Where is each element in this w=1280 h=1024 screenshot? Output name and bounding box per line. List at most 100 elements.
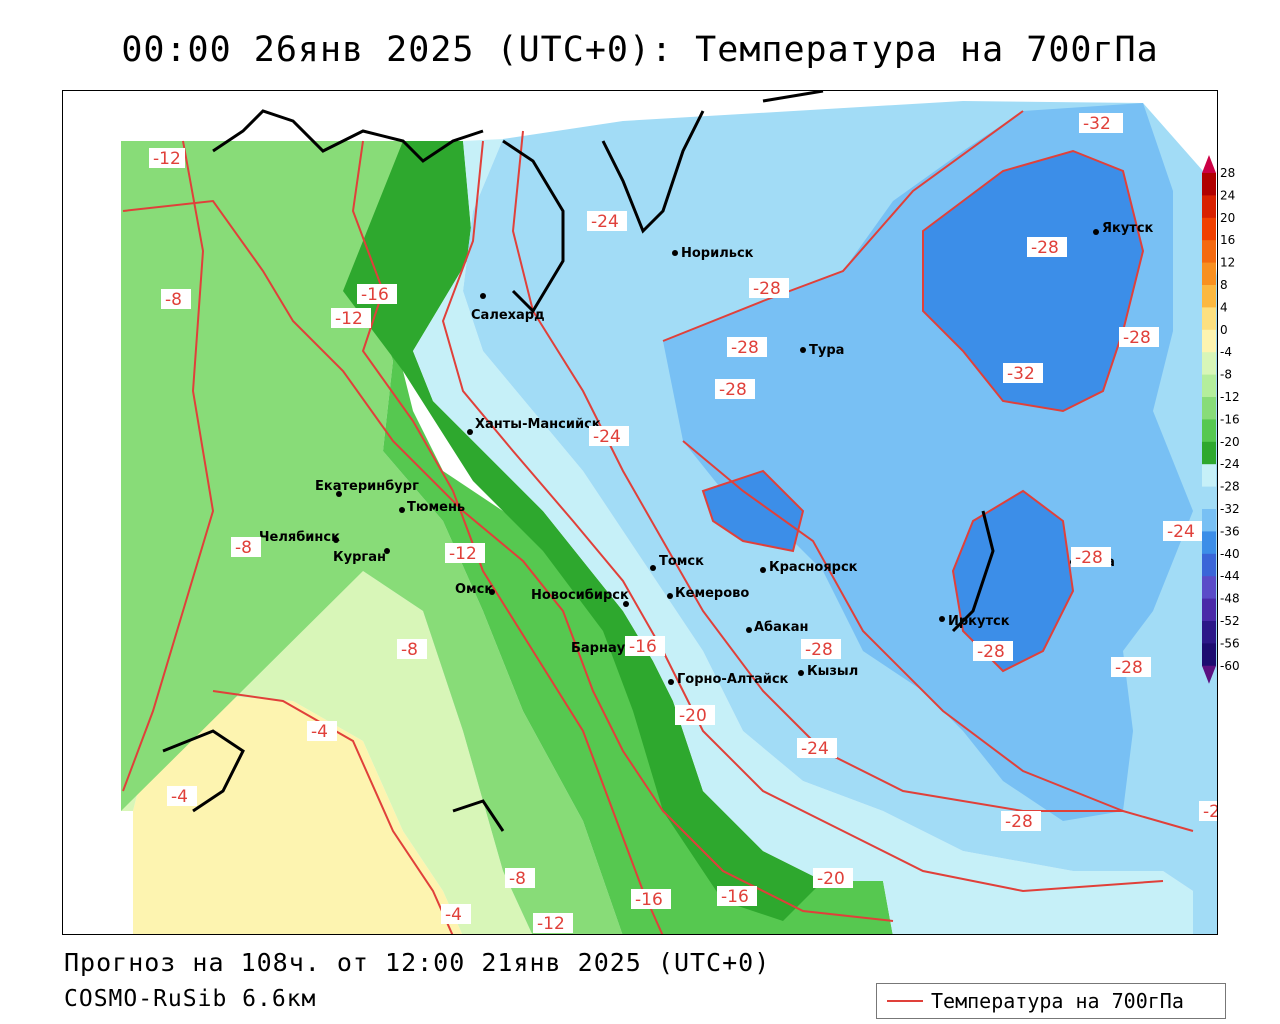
- city-khanty-mansiysk: Ханты-Мансийск: [467, 417, 601, 435]
- colorbar-cell: [1202, 643, 1216, 667]
- colorbar-cell: [1202, 598, 1216, 622]
- isoline-label: -4: [171, 787, 188, 807]
- colorbar-tick-label: -28: [1220, 480, 1240, 494]
- zone-minus-4: [133, 696, 463, 934]
- colorbar-cell: [1202, 509, 1216, 532]
- city-label-yakutsk: Якутск: [1102, 221, 1154, 236]
- city-gorno-altaysk: Горно-Алтайск: [668, 672, 789, 687]
- colorbar-cell: [1202, 240, 1216, 264]
- isoline-label: -4: [311, 722, 328, 742]
- isoline-label: -8: [401, 640, 418, 660]
- colorbar-cell: [1202, 553, 1216, 577]
- zone-minus-20: [343, 141, 823, 921]
- isoline-label: -16: [629, 637, 657, 657]
- city-salekhard: Салехард: [471, 293, 545, 323]
- city-omsk: Омск: [455, 582, 495, 597]
- colorbar-tick-label: -4: [1220, 345, 1232, 359]
- isoline-label: -28: [731, 338, 759, 358]
- city-label-tyumen: Тюмень: [407, 500, 465, 515]
- city-label-irkutsk: Иркутск: [948, 614, 1010, 629]
- isoline-label: -12: [537, 914, 565, 934]
- isoline-label: -28: [753, 279, 781, 299]
- isoline-label: -24: [593, 427, 621, 447]
- isoline-label: -28: [1005, 812, 1033, 832]
- city-irkutsk: Иркутск: [939, 614, 1010, 629]
- colorbar-cell: [1202, 285, 1216, 308]
- city-label-yekaterinburg: Екатеринбург: [315, 479, 419, 494]
- colorbar-tick-label: -16: [1220, 412, 1240, 426]
- colorbar-cell: [1202, 352, 1216, 376]
- isoline-label: -16: [361, 285, 389, 305]
- city-novosibirsk: Новосибирск: [531, 588, 629, 607]
- isoline-label: -28: [805, 640, 833, 660]
- city-label-tomsk: Томск: [659, 554, 704, 569]
- colorbar-cell: [1202, 374, 1216, 398]
- city-yekaterinburg: Екатеринбург: [315, 479, 419, 497]
- city-label-gorno-altaysk: Горно-Алтайск: [677, 672, 789, 687]
- isoline-label: -24: [591, 212, 619, 232]
- city-tomsk: Томск: [650, 554, 704, 571]
- colorbar-cell: [1202, 531, 1216, 555]
- isoline-label: -12: [153, 149, 181, 169]
- colorbar-tick-label: 8: [1220, 278, 1228, 292]
- colorbar-tick-label: -40: [1220, 547, 1240, 561]
- city-kurgan: Курган: [333, 548, 390, 565]
- isoline-label: -12: [449, 544, 477, 564]
- colorbar-tick-label: 0: [1220, 323, 1228, 337]
- isoline-label: -28: [1123, 328, 1151, 348]
- isoline-label: -32: [1083, 114, 1111, 134]
- colorbar-tick-label: -24: [1220, 457, 1240, 471]
- map-title: 00:00 26янв 2025 (UTC+0): Температура на…: [121, 30, 1159, 70]
- isoline-label: -16: [721, 887, 749, 907]
- city-label-kyzyl: Кызыл: [807, 664, 858, 679]
- colorbar-cell: [1202, 173, 1216, 196]
- map-panel: Норильск Салехард Тура Якутск Ханты-Манс…: [62, 90, 1218, 935]
- city-label-omsk: Омск: [455, 582, 493, 597]
- isoline-label: -28: [1115, 658, 1143, 678]
- colorbar-tick-label: -12: [1220, 390, 1240, 404]
- colorbar-tick-label: -56: [1220, 636, 1240, 650]
- model-name: COSMO-RuSib 6.6км: [64, 986, 317, 1012]
- colorbar-tick-label: -52: [1220, 614, 1240, 628]
- isoline-label: -28: [1203, 802, 1218, 822]
- colorbar-cells: [1202, 155, 1216, 684]
- isoline-label: -24: [801, 739, 829, 759]
- isoline-label: -8: [509, 869, 526, 889]
- legend-line-swatch: [887, 1000, 923, 1002]
- colorbar-tick-label: -8: [1220, 368, 1232, 382]
- city-label-tura: Тура: [809, 343, 844, 358]
- zone-minus-36-north: [923, 151, 1143, 411]
- forecast-info: Прогноз на 108ч. от 12:00 21янв 2025 (UT…: [64, 948, 771, 977]
- isoline-label: -28: [719, 380, 747, 400]
- colorbar-tick-label: 4: [1220, 300, 1228, 314]
- isoline-label: -28: [1031, 238, 1059, 258]
- city-label-abakan: Абакан: [754, 620, 809, 635]
- zone-minus-12: [121, 141, 623, 934]
- coastline: [162, 91, 995, 832]
- city-yakutsk: Якутск: [1093, 221, 1154, 236]
- colorbar-tick-label: 12: [1220, 256, 1235, 270]
- isoline-labels: -12 -8 -16 -12 -24 -28 -28 -28 -32 -28 -…: [149, 113, 1218, 934]
- colorbar-top-arrow: [1202, 155, 1216, 173]
- city-label-krasnoyarsk: Красноярск: [769, 560, 858, 575]
- city-chelyabinsk: Челябинск: [259, 530, 340, 545]
- legend: Температура на 700гПа: [876, 983, 1226, 1019]
- city-label-novosibirsk: Новосибирск: [531, 588, 629, 603]
- isoline-label: -8: [165, 290, 182, 310]
- city-norilsk: Норильск: [672, 246, 754, 261]
- colorbar-bottom-arrow: [1202, 665, 1216, 684]
- colorbar-tick-label: -60: [1220, 659, 1240, 673]
- colorbar-tick-label: -44: [1220, 569, 1240, 583]
- city-tyumen: Тюмень: [399, 500, 465, 515]
- city-abakan: Абакан: [746, 620, 809, 635]
- colorbar-tick-label: 20: [1220, 211, 1235, 225]
- colorbar-cell: [1202, 307, 1216, 331]
- colorbar-tick-label: -32: [1220, 502, 1240, 516]
- isoline-label: -20: [817, 869, 845, 889]
- colorbar-cell: [1202, 486, 1216, 510]
- colorbar-cell: [1202, 419, 1216, 443]
- colorbar-tick-label: -36: [1220, 524, 1240, 538]
- city-label-chelyabinsk: Челябинск: [259, 530, 340, 545]
- colorbar: 28 24 20 16 12 8 4 0 -4 -8 -12 -16 -20 -24 -28 -32 -36 -4…: [1202, 155, 1240, 684]
- isoline-label: -28: [977, 642, 1005, 662]
